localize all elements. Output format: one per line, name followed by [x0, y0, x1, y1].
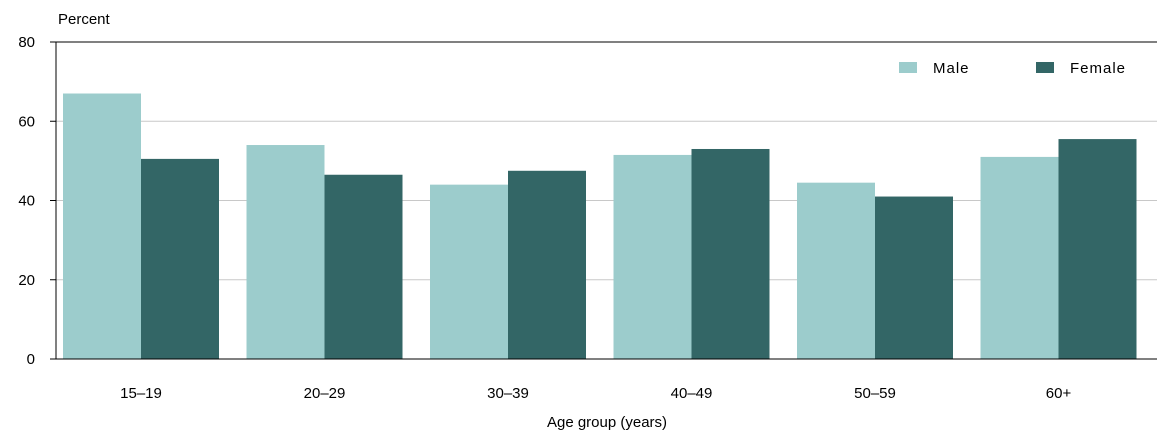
gridlines: [56, 120, 1157, 281]
bar-female-1: [324, 174, 403, 359]
bar-male-0: [63, 93, 141, 359]
x-tick-label: 20–29: [304, 385, 346, 402]
bar-female-4: [875, 196, 953, 359]
x-axis-title: Age group (years): [547, 414, 667, 431]
bar-female-5: [1058, 139, 1137, 359]
legend-label-female: Female: [1070, 60, 1126, 77]
bar-male-2: [430, 184, 508, 359]
y-tick-labels: 0 20 40 60 80: [18, 34, 56, 368]
x-tick-label: 15–19: [120, 385, 162, 402]
y-tick-label: 40: [18, 193, 35, 210]
bars: [63, 93, 1137, 359]
y-tick-label: 0: [27, 351, 35, 368]
y-tick-label: 20: [18, 272, 35, 289]
bar-female-0: [141, 158, 219, 359]
y-axis-title: Percent: [58, 11, 111, 28]
legend-label-male: Male: [933, 60, 970, 77]
legend: Male Female: [899, 60, 1126, 77]
legend-swatch-male: [899, 62, 917, 73]
x-tick-label: 50–59: [854, 385, 896, 402]
legend-swatch-female: [1036, 62, 1054, 73]
bar-male-4: [797, 182, 875, 359]
bar-female-2: [508, 170, 586, 359]
y-tick-label: 80: [18, 34, 35, 51]
x-tick-label: 40–49: [671, 385, 713, 402]
x-tick-label: 30–39: [487, 385, 529, 402]
bar-female-3: [691, 148, 770, 359]
y-tick-label: 60: [18, 113, 35, 130]
bar-male-3: [613, 154, 692, 359]
bar-male-5: [980, 156, 1059, 359]
bar-male-1: [246, 145, 325, 359]
x-tick-labels: 15–19 20–29 30–39 40–49 50–59 60+: [120, 385, 1071, 402]
x-tick-label: 60+: [1046, 385, 1072, 402]
